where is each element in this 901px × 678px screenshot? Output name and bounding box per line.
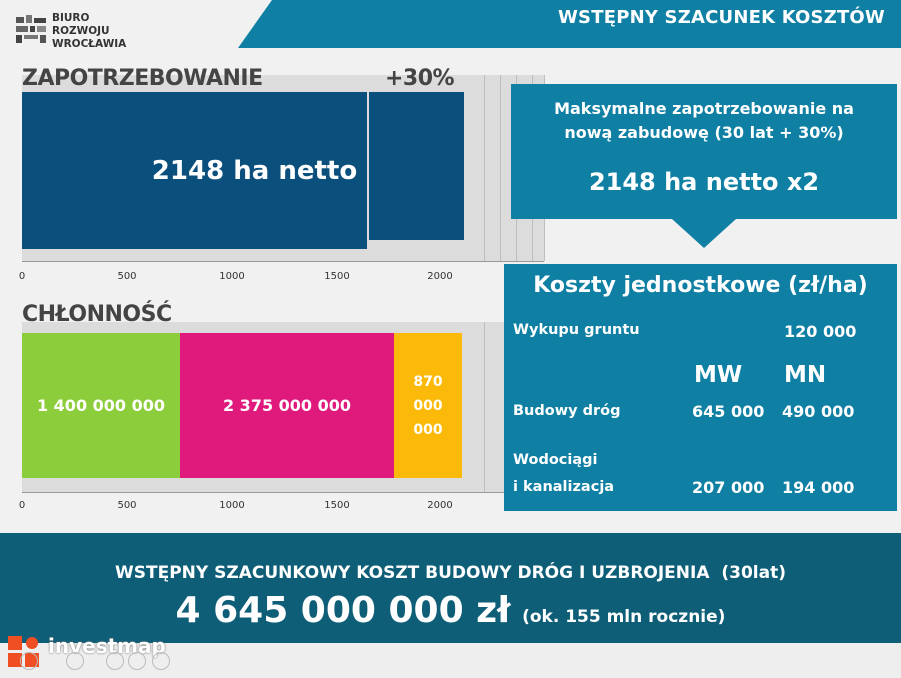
summary-amount: 4 645 000 000 zł — [175, 590, 511, 631]
tick-label: 1500 — [324, 271, 350, 282]
demand-extra-label: +30% — [385, 66, 455, 91]
demand-main-bar-label: 2148 ha netto — [151, 155, 358, 186]
zoom-button[interactable] — [128, 652, 146, 670]
roads-mw: 645 000 — [692, 402, 765, 421]
top-banner — [238, 0, 901, 48]
tick-label: 1000 — [219, 271, 245, 282]
col-mn: MN — [784, 362, 827, 388]
absorption-segment-label: 000 — [413, 421, 443, 438]
watermark-brand: investmap — [48, 634, 166, 658]
max-demand-value: 2148 ha netto x2 — [588, 168, 820, 196]
footer-strip — [0, 643, 901, 678]
absorption-segment-green: 1 400 000 000 — [22, 333, 180, 478]
tick-label: 500 — [117, 271, 137, 282]
tick-label: 500 — [117, 500, 137, 511]
logo-text: BIURO ROZWOJU WROCŁAWIA — [52, 12, 127, 50]
absorption-segment-label: 000 — [413, 397, 443, 414]
water-label-2: i kanalizacja — [513, 479, 615, 495]
max-demand-line1: Maksymalne zapotrzebowanie na — [554, 99, 854, 118]
summary-note: (ok. 155 mln rocznie) — [522, 607, 726, 627]
logo-icon — [15, 14, 49, 48]
roads-mn: 490 000 — [782, 402, 855, 421]
absorption-segment-label: 870 — [413, 373, 443, 390]
tick-label: 2000 — [427, 271, 453, 282]
absorption-segment-label: 2 375 000 000 — [222, 396, 352, 415]
more-options-button[interactable] — [152, 652, 170, 670]
col-mw: MW — [694, 362, 743, 388]
water-mw: 207 000 — [692, 478, 765, 497]
pen-tool-button[interactable] — [66, 652, 84, 670]
tick-label: 1000 — [219, 500, 245, 511]
summary-band — [0, 533, 901, 643]
summary-amount-row: 4 645 000 000 zł (ok. 155 mln rocznie) — [0, 590, 901, 631]
tick-label: 0 — [18, 500, 26, 511]
demand-label: ZAPOTRZEBOWANIE — [22, 66, 263, 91]
tick-label: 0 — [18, 271, 26, 282]
roads-label: Budowy dróg — [513, 403, 621, 419]
tick-label: 1500 — [324, 500, 350, 511]
absorption-segment-magenta: 2 375 000 000 — [180, 333, 394, 478]
water-label-1: Wodociągi — [513, 452, 598, 468]
slides-view-button[interactable] — [106, 652, 124, 670]
water-mn: 194 000 — [782, 478, 855, 497]
max-demand-line2: nową zabudowę (30 lat + 30%) — [564, 123, 844, 142]
land-value: 120 000 — [784, 322, 857, 341]
land-label: Wykupu gruntu — [513, 322, 640, 338]
demand-extra-bar — [369, 92, 464, 240]
tick-label: 2000 — [427, 500, 453, 511]
absorption-segment-yellow: 870 000 000 — [394, 333, 462, 478]
absorption-label: CHŁONNOŚĆ — [22, 302, 172, 327]
absorption-segment-label: 1 400 000 000 — [36, 396, 166, 415]
unit-costs-panel — [504, 264, 897, 511]
unit-costs-title: Koszty jednostkowe (zł/ha) — [533, 273, 868, 298]
prev-slide-button[interactable] — [20, 652, 38, 670]
page-title: WSTĘPNY SZACUNEK KOSZTÓW — [558, 7, 885, 28]
summary-line1: WSTĘPNY SZACUNKOWY KOSZT BUDOWY DRÓG I U… — [115, 563, 786, 583]
demand-main-bar: 2148 ha netto — [22, 92, 367, 249]
